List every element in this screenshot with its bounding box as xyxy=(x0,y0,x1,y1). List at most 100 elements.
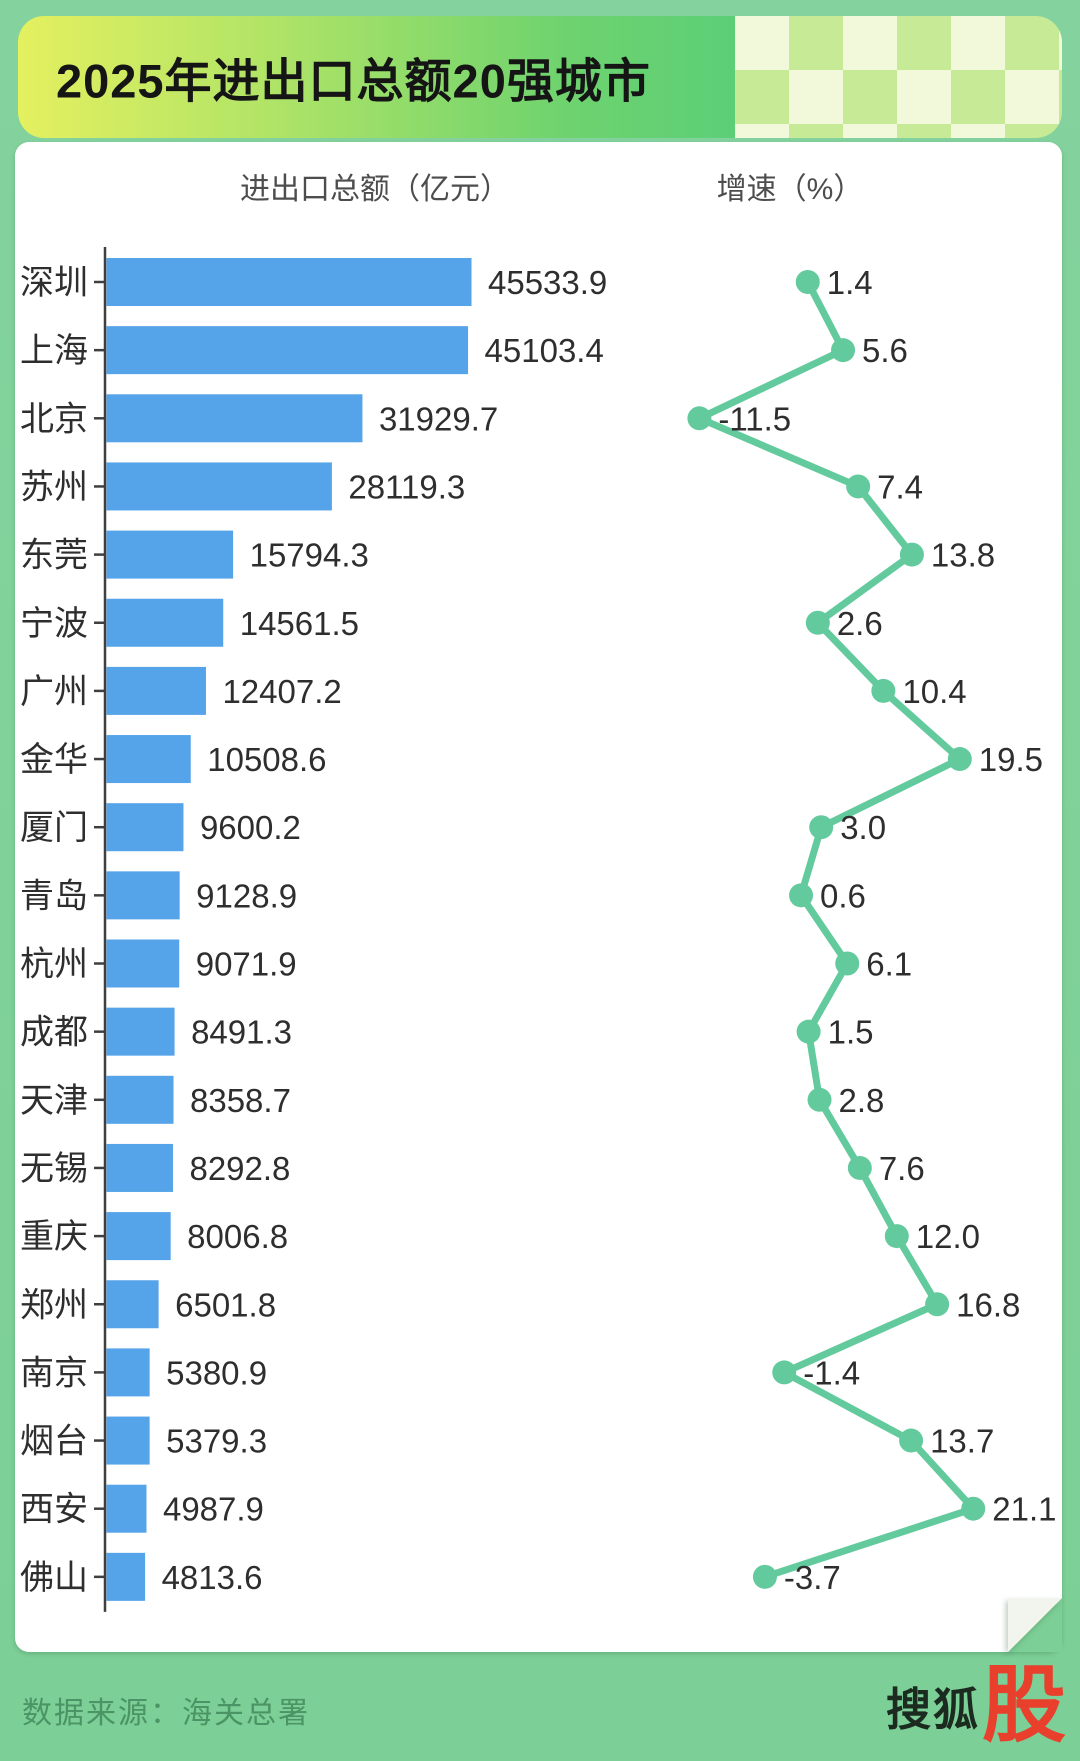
city-label: 南京 xyxy=(20,1354,88,1392)
bar xyxy=(106,871,180,920)
sohu-logo-text: 搜狐 xyxy=(885,1683,980,1735)
bar-value-label: 15794.3 xyxy=(250,537,369,574)
data-source-note: 数据来源：海关总署 xyxy=(22,1697,310,1730)
bar xyxy=(106,1280,159,1329)
city-label: 宁波 xyxy=(20,605,88,643)
page-title: 2025年进出口总额20强城市 xyxy=(56,54,651,108)
growth-dot xyxy=(807,1087,832,1112)
bar-value-label: 9600.2 xyxy=(200,809,301,846)
bar-value-label: 5379.3 xyxy=(166,1423,267,1460)
bar xyxy=(106,1075,174,1124)
bar-value-label: 8358.7 xyxy=(190,1082,291,1119)
growth-dot xyxy=(752,1564,777,1589)
growth-value-label: 13.7 xyxy=(930,1423,994,1460)
growth-value-label: 5.6 xyxy=(862,332,908,369)
growth-value-label: 19.5 xyxy=(979,741,1043,778)
city-label: 上海 xyxy=(20,332,88,370)
bar-value-label: 12407.2 xyxy=(222,673,341,710)
growth-value-label: 16.8 xyxy=(956,1286,1020,1323)
bar xyxy=(106,1416,150,1465)
city-label: 广州 xyxy=(20,673,88,711)
growth-dot xyxy=(835,951,860,976)
growth-value-label: -1.4 xyxy=(803,1354,860,1391)
growth-dot xyxy=(796,1019,821,1044)
bar-value-label: 8006.8 xyxy=(187,1218,288,1255)
bar xyxy=(106,394,363,443)
bar-value-label: 28119.3 xyxy=(348,468,465,505)
growth-value-label: 3.0 xyxy=(840,809,886,846)
stock-logo-character: 股 xyxy=(981,1658,1066,1752)
growth-dot xyxy=(809,815,834,840)
bar xyxy=(106,530,234,579)
line-column-header: 增速（%） xyxy=(716,173,864,206)
growth-value-label: 7.4 xyxy=(877,468,923,505)
bar-value-label: 5380.9 xyxy=(166,1354,267,1391)
city-label: 西安 xyxy=(20,1491,88,1529)
bar-value-label: 8292.8 xyxy=(189,1150,290,1187)
bar xyxy=(106,462,332,511)
bar-value-label: 9071.9 xyxy=(196,946,297,983)
growth-dot xyxy=(925,1292,950,1317)
growth-dot xyxy=(961,1496,986,1521)
bar xyxy=(106,1212,171,1261)
growth-dot xyxy=(947,747,972,772)
bar-value-label: 14561.5 xyxy=(240,605,359,642)
city-label: 郑州 xyxy=(20,1286,88,1324)
bar xyxy=(106,326,469,375)
growth-value-label: 21.1 xyxy=(992,1491,1056,1528)
growth-value-label: 1.5 xyxy=(828,1014,874,1051)
growth-dot xyxy=(871,678,896,703)
bar-value-label: 6501.8 xyxy=(175,1286,276,1323)
growth-value-label: 0.6 xyxy=(820,877,866,914)
bar xyxy=(106,1007,175,1056)
bar xyxy=(106,666,206,715)
publisher-logo: 搜狐 股 xyxy=(886,1660,1066,1750)
chart-card: 进出口总额（亿元） 增速（%） 深圳 45533.9 上海 45103.4 北京 3192… xyxy=(15,142,1062,1652)
growth-value-label: 12.0 xyxy=(916,1218,980,1255)
city-label: 成都 xyxy=(20,1014,88,1052)
bar-value-label: 45103.4 xyxy=(485,332,604,369)
growth-value-label: 6.1 xyxy=(866,946,912,983)
growth-dot xyxy=(846,474,871,499)
growth-dot xyxy=(795,270,820,294)
bar-value-label: 8491.3 xyxy=(191,1014,292,1051)
growth-value-label: 10.4 xyxy=(902,673,966,710)
growth-dot xyxy=(899,1428,924,1453)
bar xyxy=(106,258,472,306)
city-label: 烟台 xyxy=(20,1423,88,1461)
growth-value-label: 13.8 xyxy=(931,537,995,574)
bar xyxy=(106,598,224,647)
growth-value-label: -3.7 xyxy=(784,1559,841,1596)
bar-value-label: 45533.9 xyxy=(488,264,607,301)
growth-value-label: 7.6 xyxy=(879,1150,925,1187)
bar-value-label: 4987.9 xyxy=(163,1491,264,1528)
bar-column-header: 进出口总额（亿元） xyxy=(240,173,510,206)
city-label: 金华 xyxy=(20,741,88,779)
bar xyxy=(106,1484,147,1533)
growth-dot xyxy=(789,883,814,908)
city-label: 重庆 xyxy=(20,1218,88,1256)
growth-dot xyxy=(831,338,856,363)
growth-dot xyxy=(687,406,712,431)
city-label: 天津 xyxy=(20,1082,88,1120)
bar xyxy=(106,735,191,784)
header-banner: 2025年进出口总额20强城市 xyxy=(18,16,1062,138)
city-label: 深圳 xyxy=(20,264,88,302)
growth-dot xyxy=(772,1360,797,1385)
bar xyxy=(106,1348,150,1397)
city-label: 佛山 xyxy=(20,1559,88,1597)
growth-value-label: 1.4 xyxy=(827,264,873,301)
city-label: 苏州 xyxy=(20,468,88,506)
bar-value-label: 9128.9 xyxy=(196,877,297,914)
bar xyxy=(106,1143,173,1192)
growth-dot xyxy=(884,1224,909,1249)
growth-dot xyxy=(847,1155,872,1180)
growth-dot xyxy=(805,610,830,635)
city-label: 北京 xyxy=(20,400,88,438)
bar-value-label: 10508.6 xyxy=(207,741,326,778)
growth-value-label: 2.8 xyxy=(839,1082,885,1119)
growth-line xyxy=(695,278,977,1581)
combined-bar-line-chart: 深圳 45533.9 上海 45103.4 北京 31929.7 苏州 28119.3 东莞 15… xyxy=(20,247,1056,1612)
bar-value-label: 31929.7 xyxy=(379,400,498,437)
bar xyxy=(106,803,184,852)
